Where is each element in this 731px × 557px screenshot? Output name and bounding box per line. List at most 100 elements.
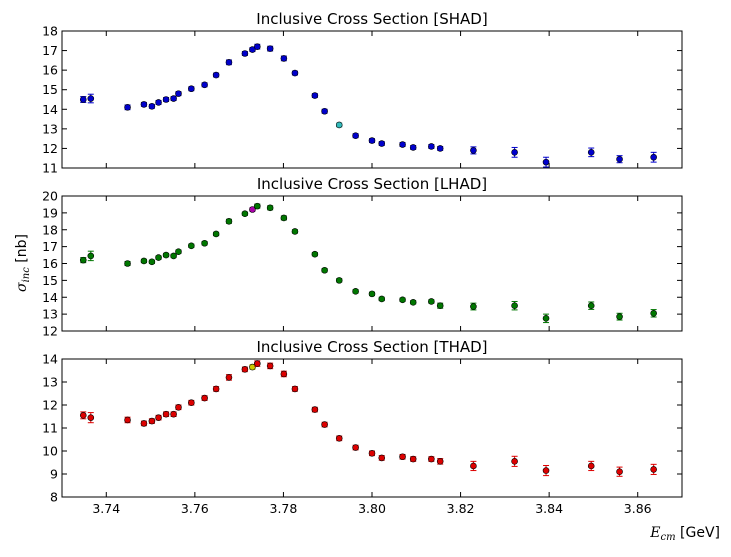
data-point bbox=[140, 101, 148, 108]
panel-title: Inclusive Cross Section [LHAD] bbox=[257, 175, 487, 193]
data-point bbox=[587, 301, 595, 310]
panel-1: Inclusive Cross Section [SHAD] 11 12 13 14 15… bbox=[42, 10, 683, 176]
marker bbox=[253, 360, 261, 367]
y-tick-label: 12 bbox=[42, 324, 58, 339]
marker bbox=[170, 252, 177, 260]
data-point bbox=[253, 202, 261, 210]
marker bbox=[436, 145, 444, 152]
data-point bbox=[253, 360, 261, 367]
data-point bbox=[241, 210, 249, 218]
data-point bbox=[162, 410, 170, 418]
data-point bbox=[399, 141, 406, 148]
data-point bbox=[188, 399, 195, 407]
data-point bbox=[616, 155, 623, 164]
data-point bbox=[253, 43, 261, 50]
data-point bbox=[368, 290, 376, 298]
data-point bbox=[335, 435, 343, 442]
data-point bbox=[148, 417, 156, 425]
marker bbox=[212, 385, 220, 393]
data-point bbox=[436, 302, 444, 309]
data-point bbox=[212, 385, 220, 393]
data-point bbox=[87, 250, 95, 262]
data-point bbox=[241, 366, 249, 373]
data-point bbox=[511, 455, 518, 467]
data-point bbox=[378, 140, 386, 147]
marker bbox=[352, 444, 359, 451]
marker bbox=[162, 251, 170, 259]
marker bbox=[155, 414, 162, 421]
marker bbox=[409, 144, 417, 151]
y-axis-label-unit: [nb] bbox=[14, 234, 30, 267]
data-point bbox=[436, 145, 444, 152]
data-point bbox=[352, 444, 359, 451]
marker bbox=[148, 258, 156, 266]
data-point bbox=[399, 296, 406, 304]
y-tick-label: 12 bbox=[42, 398, 58, 413]
data-point bbox=[170, 95, 177, 102]
data-point bbox=[188, 85, 195, 93]
marker bbox=[399, 141, 406, 148]
data-point bbox=[266, 45, 274, 52]
data-point bbox=[291, 69, 299, 77]
y-tick-label: 15 bbox=[42, 273, 58, 288]
marker bbox=[368, 290, 376, 298]
axes-frame bbox=[61, 195, 683, 332]
marker bbox=[428, 143, 435, 150]
data-point bbox=[280, 214, 288, 222]
data-point bbox=[321, 421, 328, 428]
marker bbox=[225, 374, 233, 381]
marker bbox=[188, 242, 195, 250]
marker bbox=[428, 455, 435, 463]
marker bbox=[140, 420, 148, 427]
marker bbox=[291, 69, 299, 77]
x-tick-label: 3.74 bbox=[92, 501, 120, 516]
marker bbox=[212, 71, 220, 79]
marker bbox=[436, 458, 444, 465]
marker bbox=[335, 121, 343, 129]
data-point bbox=[175, 90, 182, 97]
y-tick-label: 12 bbox=[42, 141, 58, 156]
panel-title: Inclusive Cross Section [THAD] bbox=[256, 338, 487, 356]
data-point bbox=[266, 204, 274, 212]
data-point bbox=[587, 147, 595, 158]
x-tick-label: 3.76 bbox=[181, 501, 209, 516]
marker bbox=[291, 228, 299, 235]
marker bbox=[335, 277, 343, 284]
marker bbox=[409, 299, 417, 306]
marker bbox=[188, 85, 195, 93]
data-point bbox=[368, 137, 376, 144]
marker bbox=[124, 104, 131, 111]
marker bbox=[470, 303, 477, 310]
x-tick-label: 3.86 bbox=[624, 501, 652, 516]
marker bbox=[280, 55, 288, 62]
y-tick-label: 14 bbox=[42, 102, 58, 117]
data-point bbox=[162, 96, 170, 103]
data-point bbox=[650, 309, 657, 318]
x-tick-label: 3.80 bbox=[358, 501, 386, 516]
x-tick-label: 3.78 bbox=[270, 501, 298, 516]
marker bbox=[650, 309, 657, 317]
x-axis-label-symbol: E bbox=[649, 525, 660, 541]
marker bbox=[311, 250, 319, 258]
marker bbox=[511, 458, 518, 465]
marker bbox=[87, 95, 95, 102]
marker bbox=[188, 399, 195, 407]
y-tick-label: 19 bbox=[42, 205, 58, 220]
marker bbox=[170, 95, 177, 102]
data-point bbox=[291, 228, 299, 235]
marker bbox=[511, 149, 518, 156]
data-point bbox=[140, 257, 148, 265]
marker bbox=[87, 252, 95, 260]
marker bbox=[470, 462, 477, 470]
data-point bbox=[175, 403, 182, 411]
marker bbox=[162, 96, 170, 103]
marker bbox=[542, 315, 550, 322]
marker bbox=[225, 59, 233, 66]
marker bbox=[321, 107, 328, 115]
marker bbox=[249, 206, 256, 213]
data-point bbox=[170, 410, 177, 418]
marker bbox=[87, 414, 95, 421]
data-point bbox=[511, 300, 518, 311]
